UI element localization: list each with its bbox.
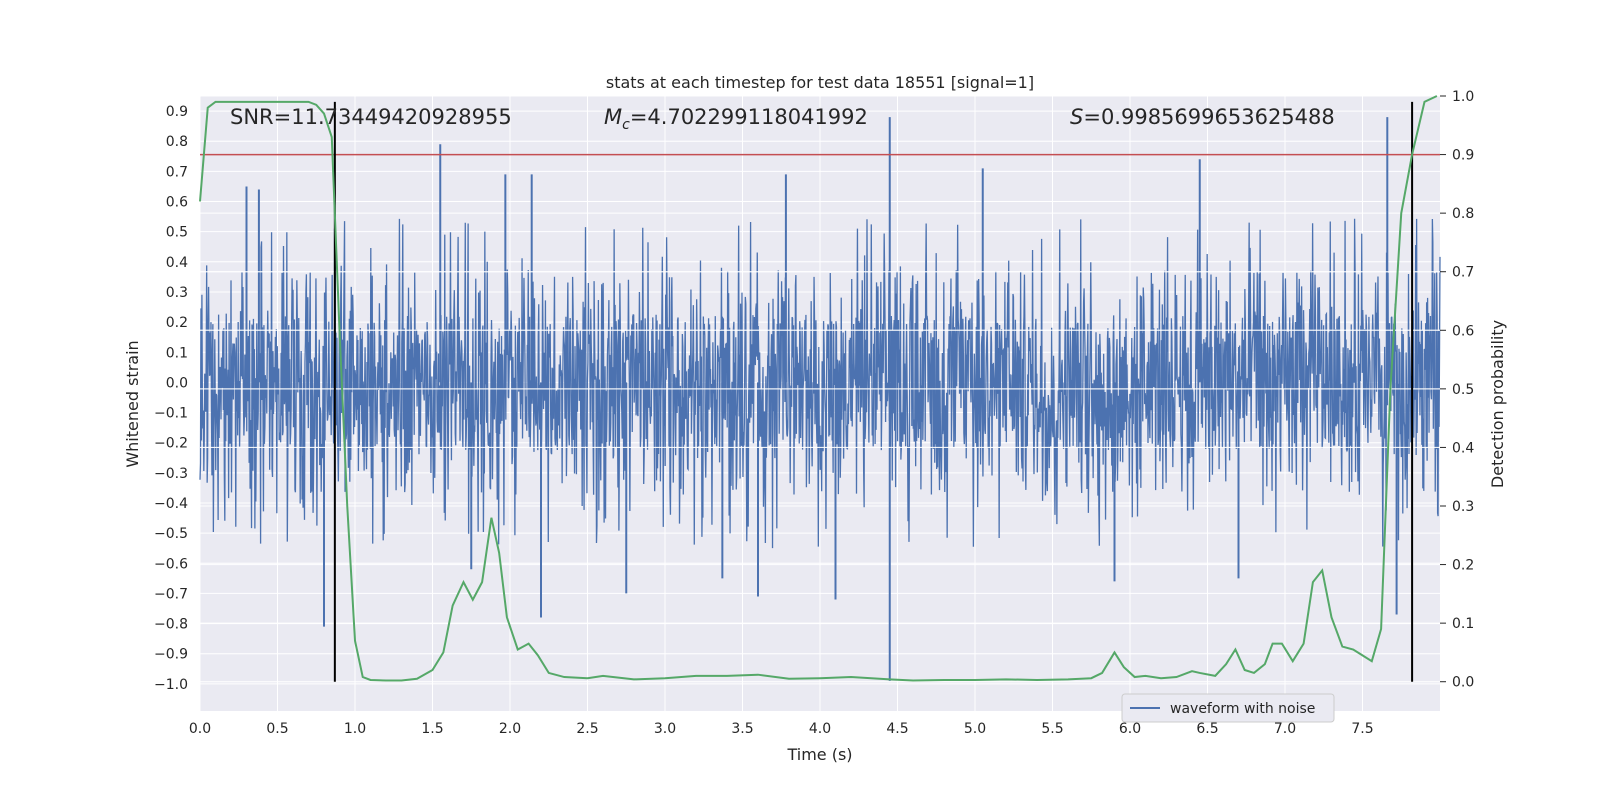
y-tick-label: −0.2 bbox=[154, 436, 188, 452]
chart-title: stats at each timestep for test data 185… bbox=[606, 73, 1034, 92]
y-tick-label: −0.9 bbox=[154, 647, 188, 663]
y2-tick-label: 0.3 bbox=[1452, 499, 1474, 515]
x-tick-label: 5.0 bbox=[964, 721, 986, 737]
x-tick-label: 5.5 bbox=[1041, 721, 1063, 737]
y-tick-label: −0.7 bbox=[154, 586, 188, 602]
ticks: 0.0 0.5 1.0 1.5 2.0 2.5 3.0 3.5 4.0 4.5 5.0 5.5 6.0 6… bbox=[154, 89, 1474, 737]
x-tick-label: 3.0 bbox=[654, 721, 676, 737]
score-value: =0.9985699653625488 bbox=[1083, 105, 1334, 129]
y-axis-label: Whitened strain bbox=[123, 340, 142, 467]
x-tick-label: 2.5 bbox=[576, 721, 598, 737]
y-tick-label: 0.6 bbox=[166, 195, 188, 211]
y-tick-label: 0.2 bbox=[166, 315, 188, 331]
y-tick-label: 0.0 bbox=[166, 375, 188, 391]
y-tick-label: −0.6 bbox=[154, 556, 188, 572]
snr-annotation: SNR=11.73449420928955 bbox=[230, 105, 512, 129]
x-tick-label: 7.0 bbox=[1274, 721, 1296, 737]
y-tick-label: 0.4 bbox=[166, 255, 188, 271]
probability-line bbox=[199, 95, 1438, 682]
y2-tick-label: 1.0 bbox=[1452, 89, 1474, 105]
x-tick-label: 2.0 bbox=[499, 721, 521, 737]
legend-label-waveform: waveform with noise bbox=[1170, 701, 1315, 717]
chirp-mass-annotation: Mc=4.702299118041992 bbox=[604, 105, 868, 133]
y-tick-label: −1.0 bbox=[154, 677, 188, 693]
x-tick-label: 4.0 bbox=[809, 721, 831, 737]
y-tick-label: 0.8 bbox=[166, 134, 188, 150]
x-axis-label: Time (s) bbox=[786, 745, 852, 764]
x-tick-label: 7.5 bbox=[1351, 721, 1373, 737]
y2-tick-label: 0.2 bbox=[1452, 558, 1474, 574]
y-tick-label: 0.1 bbox=[166, 345, 188, 361]
chirp-mass-symbol: M bbox=[604, 105, 622, 129]
y-tick-label: −0.5 bbox=[154, 526, 188, 542]
legend: waveform with noise bbox=[1121, 693, 1335, 723]
x-tick-label: 6.0 bbox=[1119, 721, 1141, 737]
y2-tick-label: 0.0 bbox=[1452, 675, 1474, 691]
probability-series bbox=[199, 95, 1438, 682]
y2-tick-label: 0.8 bbox=[1452, 206, 1474, 222]
x-tick-label: 1.0 bbox=[344, 721, 366, 737]
y2-tick-label: 0.5 bbox=[1452, 382, 1474, 398]
score-annotation: S=0.9985699653625488 bbox=[1070, 105, 1335, 129]
y2-tick-label: 0.9 bbox=[1452, 148, 1474, 164]
chirp-mass-subscript: c bbox=[622, 117, 630, 133]
y-tick-label: 0.7 bbox=[166, 164, 188, 180]
y2-tick-label: 0.4 bbox=[1452, 440, 1474, 456]
y2-tick-label: 0.7 bbox=[1452, 265, 1474, 281]
chirp-mass-value: =4.702299118041992 bbox=[630, 105, 868, 129]
y-tick-label: 0.5 bbox=[166, 225, 188, 241]
x-tick-label: 4.5 bbox=[886, 721, 908, 737]
score-symbol: S bbox=[1070, 105, 1083, 129]
y-tick-label: 0.9 bbox=[166, 104, 188, 120]
x-tick-label: 0.5 bbox=[266, 721, 288, 737]
y-tick-label: −0.3 bbox=[154, 466, 188, 482]
y-tick-label: 0.3 bbox=[166, 285, 188, 301]
x-tick-label: 1.5 bbox=[421, 721, 443, 737]
x-tick-label: 0.0 bbox=[189, 721, 211, 737]
y2-tick-label: 0.1 bbox=[1452, 616, 1474, 632]
y-tick-label: −0.4 bbox=[154, 496, 188, 512]
y2-axis-label: Detection probability bbox=[1488, 320, 1507, 488]
x-tick-label: 6.5 bbox=[1196, 721, 1218, 737]
legend-box bbox=[1121, 693, 1335, 723]
y-tick-label: −0.8 bbox=[154, 617, 188, 633]
x-tick-label: 3.5 bbox=[731, 721, 753, 737]
y2-tick-label: 0.6 bbox=[1452, 323, 1474, 339]
y-tick-label: −0.1 bbox=[154, 406, 188, 422]
